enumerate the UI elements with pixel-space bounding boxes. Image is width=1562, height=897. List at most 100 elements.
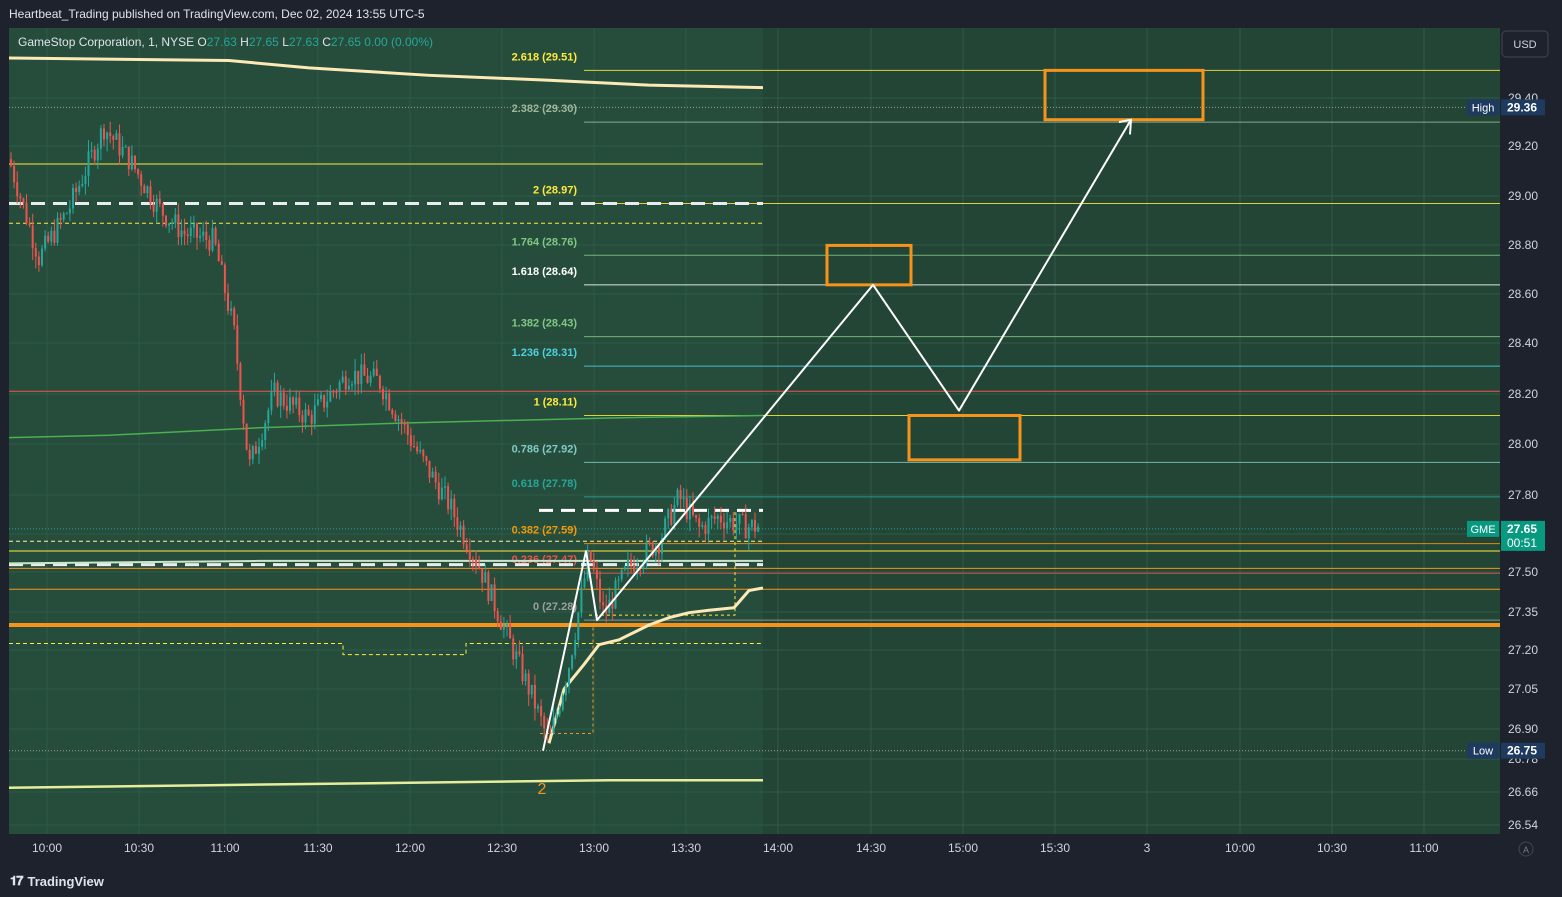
candle-body (723, 522, 725, 529)
candle-body (307, 409, 310, 415)
candle-body (533, 684, 536, 709)
candle-body (471, 559, 474, 561)
candle (490, 584, 493, 602)
candle (41, 245, 43, 268)
candle (335, 388, 338, 399)
candle (192, 215, 195, 238)
fib-level-label: 2.382 (29.30) (512, 103, 578, 115)
candle-body (316, 399, 319, 406)
candle-body (394, 414, 397, 421)
candle (478, 555, 481, 570)
candle (375, 359, 378, 377)
candle (326, 389, 329, 418)
candle-body (261, 440, 264, 447)
candle-body (713, 516, 716, 520)
candle-body (754, 520, 756, 532)
tradingview-logo[interactable]: 𝟏𝟕 TradingView (10, 873, 104, 889)
candle (515, 644, 518, 669)
candle-body (378, 375, 381, 389)
price-tick-label: 28.60 (1508, 287, 1538, 301)
candle (465, 537, 468, 554)
candle (496, 607, 499, 628)
chart-area[interactable]: 2.618 (29.51) 2.382 (29.30) 2 (28.97) 1.764… (9, 28, 1553, 862)
candle (657, 543, 660, 566)
candle-body (90, 149, 93, 152)
candle-body (351, 384, 353, 386)
candle (62, 211, 65, 223)
candle (332, 389, 335, 398)
candle-body (537, 706, 539, 709)
candle (723, 512, 725, 540)
candle (468, 538, 471, 567)
candle (409, 427, 412, 452)
candle-body (10, 159, 12, 166)
candle (56, 212, 59, 246)
candle (19, 192, 22, 209)
candle (16, 171, 19, 204)
candle-body (599, 578, 601, 603)
price-chart[interactable]: 2.618 (29.51) 2.382 (29.30) 2 (28.97) 1.764… (9, 28, 1553, 862)
candle-body (267, 410, 270, 424)
candle (682, 488, 685, 508)
candle (276, 380, 279, 408)
badge-tag-text: Low (1473, 746, 1493, 758)
candle-body (719, 515, 722, 523)
candle-body (41, 248, 43, 266)
candle-body (633, 564, 636, 572)
candle (555, 708, 558, 724)
price-tick-label: 26.90 (1508, 722, 1538, 736)
candle-body (571, 655, 574, 669)
candle-body (13, 165, 16, 183)
candle-body (428, 460, 431, 478)
candle-body (623, 566, 626, 570)
candle-body (227, 292, 229, 311)
auto-scale-button[interactable]: A (1518, 841, 1534, 857)
candle-body (617, 579, 620, 581)
candle (440, 478, 443, 501)
candle-body (654, 546, 657, 556)
moving-average-green (9, 414, 764, 439)
candle (710, 514, 713, 529)
candle (444, 476, 446, 500)
candle-body (258, 446, 260, 454)
candle (96, 143, 99, 169)
candle (537, 703, 539, 713)
candle-body (152, 204, 155, 212)
candle (81, 174, 84, 188)
candle (698, 513, 701, 538)
badge-value-box (1501, 742, 1545, 759)
candle (230, 301, 233, 316)
price-tick-label: 28.40 (1508, 336, 1538, 350)
candle (341, 370, 344, 384)
price-tick-label: 29.20 (1508, 139, 1538, 153)
candle (527, 669, 530, 706)
time-tick-label: 13:00 (579, 841, 609, 855)
candle-body (440, 487, 443, 500)
currency-button[interactable]: USD (1501, 30, 1549, 58)
candle (685, 488, 688, 523)
candle-body (409, 435, 412, 446)
candle-body (50, 230, 53, 242)
candle-body (688, 503, 691, 520)
candle-body (589, 551, 592, 561)
candle-body (143, 185, 146, 194)
time-axis-background (9, 834, 1500, 862)
candle-body (273, 382, 276, 392)
candle (363, 353, 366, 376)
candle-body (738, 513, 741, 525)
candles (10, 121, 760, 742)
candle (580, 575, 583, 618)
candle-body (716, 515, 719, 520)
candle-body (372, 368, 375, 376)
legend-part: 0.00 (0.00%) (364, 35, 433, 49)
candle-body (568, 668, 570, 685)
candle (292, 395, 295, 414)
candle-body (239, 363, 242, 400)
candle-body (434, 471, 437, 483)
candle (754, 512, 756, 539)
candle-body (230, 308, 233, 311)
candle-body (335, 391, 338, 393)
badge-value-text: 29.36 (1507, 100, 1537, 114)
candle (549, 725, 552, 734)
candle (258, 437, 260, 465)
